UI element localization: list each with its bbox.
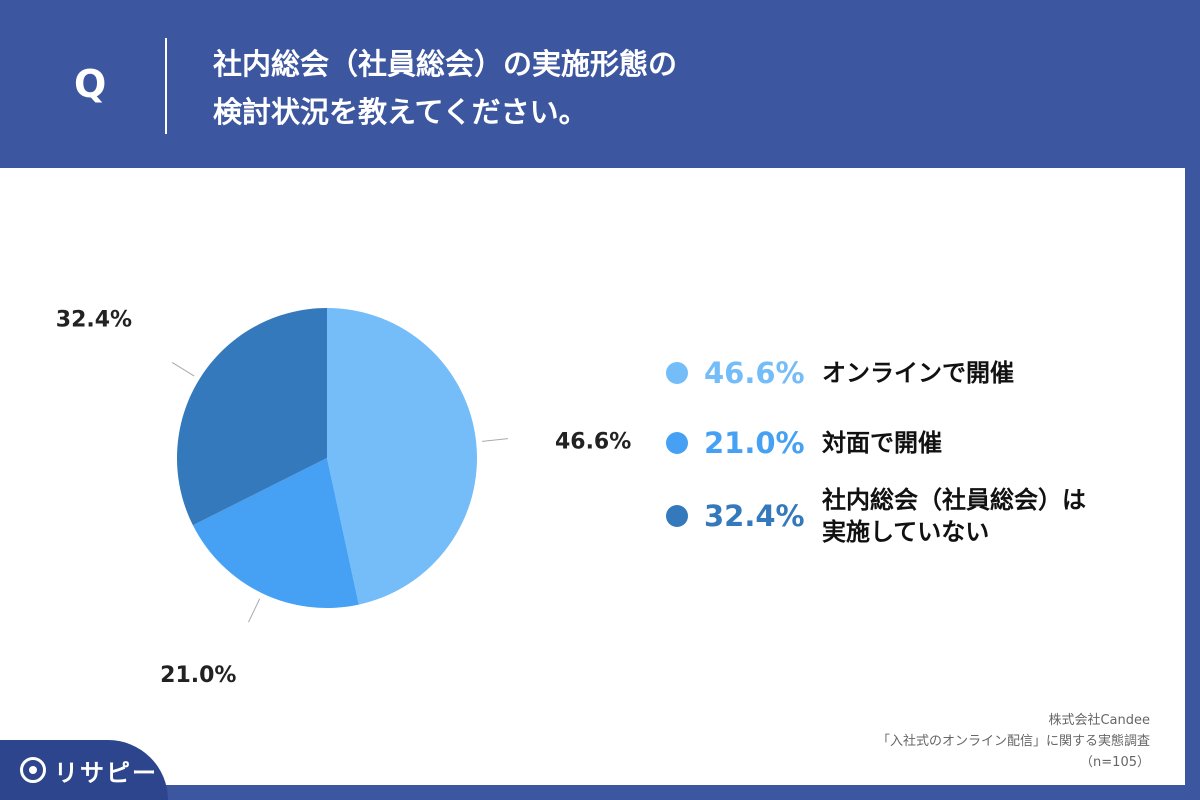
question-line-1: 社内総会（社員総会）の実施形態の: [213, 47, 678, 81]
leader-line-in-person: [248, 598, 261, 623]
source-sample: （n=105）: [1080, 755, 1150, 770]
legend-item-online: 46.6% オンラインで開催: [666, 356, 1014, 390]
leader-line-online: [482, 438, 509, 442]
slice-label-in-person: 21.0%: [160, 663, 236, 688]
legend-label-not-held-line-1: 社内総会（社員総会）は: [822, 486, 1086, 514]
chart-card: 46.6% 21.0% 32.4% 46.6% オンラインで開催 21.0% 対面で…: [0, 168, 1185, 785]
question-title: 社内総会（社員総会）の実施形態の 検討状況を教えてください。: [213, 40, 677, 136]
source-note: 株式会社Candee 「入社式のオンライン配信」に関する実態調査 （n=105）: [877, 710, 1150, 773]
pie-slice-not-held: [177, 308, 327, 526]
legend-label-online: オンラインで開催: [822, 357, 1014, 389]
header: Q 社内総会（社員総会）の実施形態の 検討状況を教えてください。: [0, 0, 1200, 168]
legend-label-online-line-1: オンラインで開催: [822, 359, 1014, 387]
legend-dot-in-person: [666, 432, 688, 454]
source-company: 株式会社Candee: [1048, 713, 1150, 728]
legend-label-in-person-line-1: 対面で開催: [822, 429, 942, 457]
brand-pin-icon: [20, 757, 46, 783]
slice-label-online: 46.6%: [555, 430, 631, 455]
leader-line-not-held: [171, 361, 195, 377]
legend-pct-not-held: 32.4%: [704, 499, 805, 533]
brand-name: リサピー: [54, 758, 158, 787]
question-line-2: 検討状況を教えてください。: [213, 95, 588, 129]
slice-label-not-held: 32.4%: [56, 307, 132, 332]
source-survey: 「入社式のオンライン配信」に関する実態調査: [876, 734, 1150, 749]
legend-pct-in-person: 21.0%: [704, 426, 805, 460]
pie-slice-in-person: [192, 458, 359, 608]
legend-dot-online: [666, 362, 688, 384]
legend-label-not-held-line-2: 実施していない: [822, 518, 990, 546]
legend-label-in-person: 対面で開催: [822, 427, 942, 459]
pie-chart: 46.6% 21.0% 32.4%: [56, 307, 632, 688]
question-mark: Q: [74, 62, 107, 106]
brand-logo: リサピー: [0, 740, 168, 800]
legend-label-not-held: 社内総会（社員総会）は 実施していない: [822, 484, 1086, 548]
header-divider: [165, 38, 167, 134]
legend-dot-not-held: [666, 505, 688, 527]
legend-item-in-person: 21.0% 対面で開催: [666, 426, 942, 460]
legend-item-not-held: 32.4% 社内総会（社員総会）は 実施していない: [666, 484, 1086, 548]
legend-pct-online: 46.6%: [704, 356, 805, 390]
pie-slice-online: [327, 308, 477, 605]
